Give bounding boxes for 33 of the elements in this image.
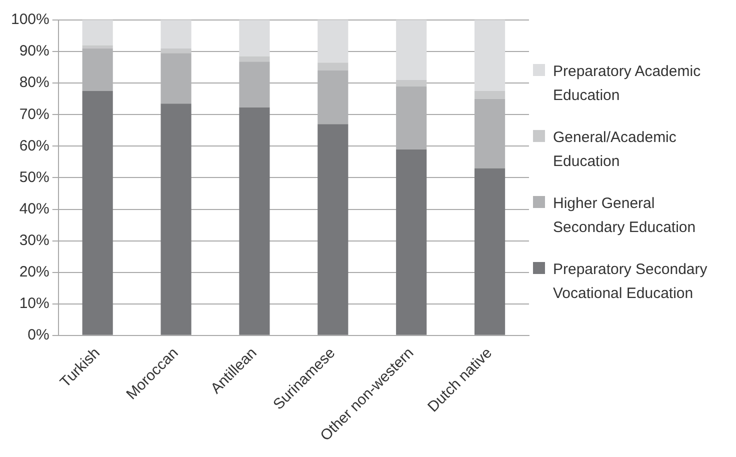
bar: [396, 20, 427, 80]
bar: [160, 48, 192, 54]
y-tick-label: 10%: [19, 295, 50, 312]
bar: [239, 107, 270, 335]
y-tick-label: 30%: [19, 232, 50, 249]
y-tick-label: 70%: [19, 106, 50, 123]
bar: [396, 80, 427, 86]
legend-label: Higher General Secondary Education: [553, 194, 697, 238]
legend-label: Preparatory Secondary Vocational Education: [553, 260, 708, 304]
y-tick-label: 20%: [19, 263, 50, 280]
bar: [82, 90, 113, 335]
y-tick-label: 40%: [19, 200, 50, 218]
legend-label: Preparatory Academic Education: [553, 62, 702, 106]
bar: [474, 20, 506, 91]
bar: [160, 104, 192, 335]
y-tick-label: 90%: [19, 42, 50, 60]
bar: [239, 56, 270, 62]
y-tick-label: 80%: [19, 74, 50, 92]
y-tick-label: 0%: [28, 326, 50, 344]
bar: [318, 20, 348, 63]
bar: [474, 168, 506, 335]
y-tick-label: 100%: [10, 11, 50, 28]
y-tick-label: 50%: [19, 168, 50, 186]
bar: [396, 149, 427, 335]
bar: [82, 20, 113, 46]
bar: [239, 20, 270, 56]
bar: [318, 124, 348, 335]
legend-label: General/Academic Education: [553, 128, 678, 172]
bar: [474, 90, 506, 99]
bar: [160, 20, 192, 48]
bar: [82, 45, 113, 48]
bar: [318, 62, 348, 70]
y-tick-label: 60%: [19, 137, 50, 154]
